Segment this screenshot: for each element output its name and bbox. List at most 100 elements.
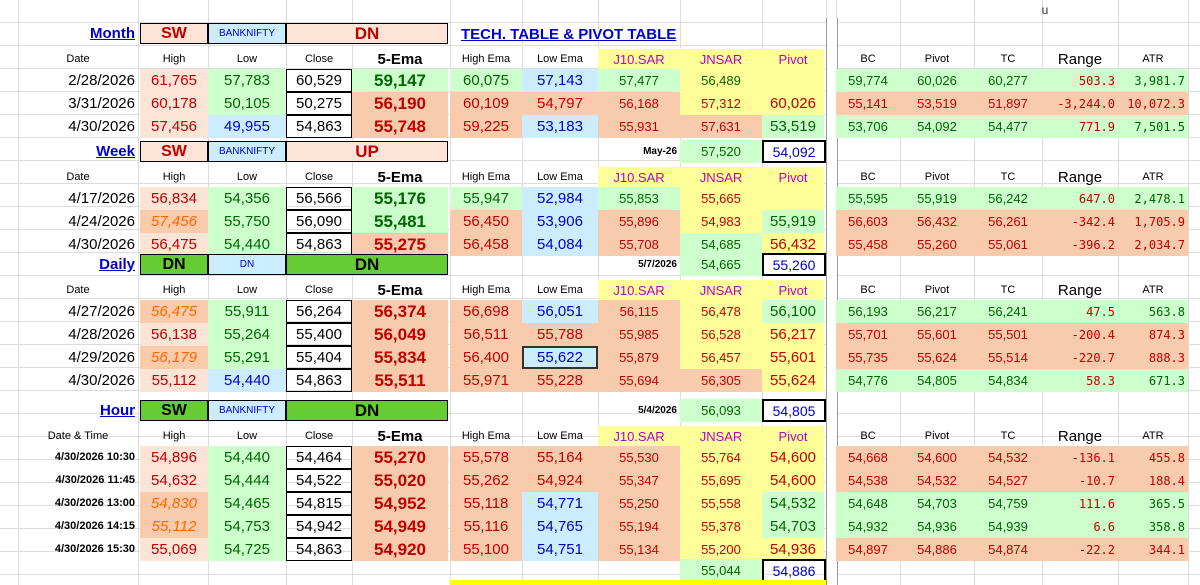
cell-j10[interactable]: 55,530 xyxy=(598,446,680,469)
cell-bc[interactable]: 54,648 xyxy=(836,492,900,515)
cell-low[interactable]: 54,753 xyxy=(208,515,286,538)
cell-hema[interactable]: 60,109 xyxy=(450,92,522,115)
cell-pp[interactable]: 54,703 xyxy=(900,492,974,515)
cell-pp[interactable]: 55,919 xyxy=(900,187,974,210)
cell-atr[interactable]: 7,501.5 xyxy=(1118,115,1188,138)
cell-high[interactable]: 57,456 xyxy=(140,115,208,138)
cell-hema[interactable]: 55,947 xyxy=(450,187,522,210)
cell-pp[interactable]: 55,260 xyxy=(900,233,974,256)
cell-jn[interactable]: 56,305 xyxy=(680,369,762,392)
cell-range[interactable]: -3,244.0 xyxy=(1042,92,1118,115)
cell-lema[interactable]: 54,084 xyxy=(522,233,598,256)
cell-j10[interactable]: 55,985 xyxy=(598,323,680,346)
cell-ema[interactable]: 55,275 xyxy=(352,233,448,256)
cell-close[interactable]: 56,090 xyxy=(286,210,352,233)
cell-piv[interactable]: 53,519 xyxy=(762,115,824,138)
cell-bc[interactable]: 55,141 xyxy=(836,92,900,115)
cell-low[interactable]: 49,955 xyxy=(208,115,286,138)
cell-jn[interactable]: 54,685 xyxy=(680,233,762,256)
cell-range[interactable]: -200.4 xyxy=(1042,323,1118,346)
cell-lema[interactable]: 57,143 xyxy=(522,69,598,92)
cell-close[interactable]: 54,942 xyxy=(286,515,352,538)
cell-lema[interactable]: 52,984 xyxy=(522,187,598,210)
cell-high[interactable]: 56,138 xyxy=(140,323,208,346)
cell-jn[interactable]: 55,200 xyxy=(680,538,762,561)
cell-range[interactable]: 771.9 xyxy=(1042,115,1118,138)
cell-bc[interactable]: 55,595 xyxy=(836,187,900,210)
cell-range[interactable]: -10.7 xyxy=(1042,469,1118,492)
cell-bc[interactable]: 55,458 xyxy=(836,233,900,256)
cell-atr[interactable]: 874.3 xyxy=(1118,323,1188,346)
cell-range[interactable]: -22.2 xyxy=(1042,538,1118,561)
cell-close[interactable]: 54,863 xyxy=(286,369,352,392)
cell-jn[interactable]: 55,558 xyxy=(680,492,762,515)
cell-atr[interactable]: 188.4 xyxy=(1118,469,1188,492)
cell-hema[interactable]: 59,225 xyxy=(450,115,522,138)
cell-high[interactable]: 55,069 xyxy=(140,538,208,561)
cell-pp[interactable]: 54,936 xyxy=(900,515,974,538)
cell-ema[interactable]: 54,952 xyxy=(352,492,448,515)
cell-jn[interactable]: 56,478 xyxy=(680,300,762,323)
cell-high[interactable]: 55,112 xyxy=(140,515,208,538)
cell-lema[interactable]: 55,228 xyxy=(522,369,598,392)
cell-hema[interactable]: 56,458 xyxy=(450,233,522,256)
cell-tc[interactable]: 54,834 xyxy=(974,369,1042,392)
cell-low[interactable]: 54,440 xyxy=(208,233,286,256)
cell-pp[interactable]: 60,026 xyxy=(900,69,974,92)
cell-high[interactable]: 56,475 xyxy=(140,300,208,323)
cell-ema[interactable]: 55,270 xyxy=(352,446,448,469)
cell-close[interactable]: 55,404 xyxy=(286,346,352,369)
cell-high[interactable]: 61,765 xyxy=(140,69,208,92)
cell-lema[interactable]: 55,622 xyxy=(522,346,598,369)
cell-range[interactable]: 47.5 xyxy=(1042,300,1118,323)
cell-bc[interactable]: 54,776 xyxy=(836,369,900,392)
cell-lema[interactable]: 53,906 xyxy=(522,210,598,233)
cell-low[interactable]: 54,465 xyxy=(208,492,286,515)
cell-low[interactable]: 54,444 xyxy=(208,469,286,492)
cell-high[interactable]: 56,179 xyxy=(140,346,208,369)
cell-pp[interactable]: 54,805 xyxy=(900,369,974,392)
cell-tc[interactable]: 60,277 xyxy=(974,69,1042,92)
cell-ema[interactable]: 55,511 xyxy=(352,369,448,392)
cell-atr[interactable]: 2,034.7 xyxy=(1118,233,1188,256)
cell-tc[interactable]: 55,501 xyxy=(974,323,1042,346)
cell-tc[interactable]: 51,897 xyxy=(974,92,1042,115)
cell-atr[interactable]: 671.3 xyxy=(1118,369,1188,392)
cell-piv[interactable]: 54,532 xyxy=(762,492,824,515)
cell-low[interactable]: 55,291 xyxy=(208,346,286,369)
cell-j10[interactable]: 55,879 xyxy=(598,346,680,369)
cell-bc[interactable]: 56,603 xyxy=(836,210,900,233)
cell-piv[interactable]: 55,919 xyxy=(762,210,824,233)
cell-bc[interactable]: 54,668 xyxy=(836,446,900,469)
cell-high[interactable]: 56,834 xyxy=(140,187,208,210)
cell-tc[interactable]: 54,527 xyxy=(974,469,1042,492)
cell-pp[interactable]: 53,519 xyxy=(900,92,974,115)
cell-pp[interactable]: 54,532 xyxy=(900,469,974,492)
cell-piv[interactable]: 55,601 xyxy=(762,346,824,369)
cell-atr[interactable]: 344.1 xyxy=(1118,538,1188,561)
cell-tc[interactable]: 54,532 xyxy=(974,446,1042,469)
cell-lema[interactable]: 54,765 xyxy=(522,515,598,538)
cell-atr[interactable]: 2,478.1 xyxy=(1118,187,1188,210)
cell-tc[interactable]: 56,261 xyxy=(974,210,1042,233)
cell-high[interactable]: 54,896 xyxy=(140,446,208,469)
cell-low[interactable]: 54,725 xyxy=(208,538,286,561)
cell-tc[interactable]: 54,939 xyxy=(974,515,1042,538)
cell-hema[interactable]: 56,400 xyxy=(450,346,522,369)
cell-high[interactable]: 55,112 xyxy=(140,369,208,392)
cell-j10[interactable]: 55,694 xyxy=(598,369,680,392)
cell-bc[interactable]: 55,701 xyxy=(836,323,900,346)
cell-atr[interactable]: 1,705.9 xyxy=(1118,210,1188,233)
cell-jn[interactable]: 57,312 xyxy=(680,92,762,115)
cell-piv[interactable] xyxy=(762,187,824,210)
cell-j10[interactable]: 55,931 xyxy=(598,115,680,138)
cell-piv[interactable]: 56,432 xyxy=(762,233,824,256)
cell-piv[interactable] xyxy=(762,69,824,92)
cell-lema[interactable]: 55,788 xyxy=(522,323,598,346)
cell-hema[interactable]: 55,100 xyxy=(450,538,522,561)
cell-pp[interactable]: 54,092 xyxy=(900,115,974,138)
cell-close[interactable]: 56,264 xyxy=(286,300,352,323)
cell-j10[interactable]: 55,250 xyxy=(598,492,680,515)
cell-lema[interactable]: 54,797 xyxy=(522,92,598,115)
cell-j10[interactable]: 55,853 xyxy=(598,187,680,210)
